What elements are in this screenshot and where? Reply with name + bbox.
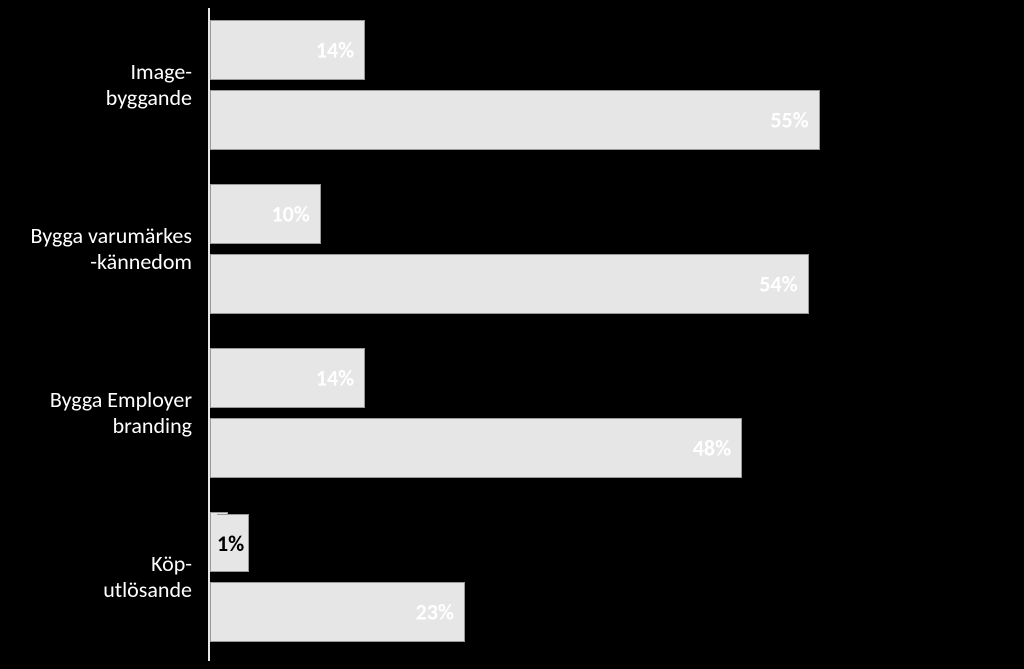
category-label-line: Bygga varumärkes [0,223,192,249]
bar: 48% [210,418,742,478]
bar: 14% [210,348,365,408]
horizontal-bar-chart: 14% 55% Image-byggande 10% 54% Bygga varumärk… [0,0,1024,669]
bar: 10% [210,184,321,244]
category-label: Köp-utlösande [0,551,192,604]
bar-value-label: 54% [759,271,797,298]
category-label-line: Image- [0,59,192,85]
category-label-line: utlösande [0,577,192,603]
category-label-line: Köp- [0,551,192,577]
category-label: Image-byggande [0,59,192,112]
bar-value-label: 48% [693,435,731,462]
category-label-line: Bygga Employer [0,387,192,413]
category-label: Bygga varumärkes-kännedom [0,223,192,276]
bar: 14% [210,20,365,80]
bar: 55% [210,90,820,150]
category-label-line: -kännedom [0,249,192,275]
bar-value-label: 55% [770,107,808,134]
bar: 23% [210,582,465,642]
bar: 1% [210,512,228,572]
bar-value-label: 23% [416,599,454,626]
bar-value-label: 14% [316,37,354,64]
bar: 54% [210,254,809,314]
bar-value-label: 14% [316,365,354,392]
category-label-line: byggande [0,85,192,111]
bar-value-label: 10% [272,201,310,228]
category-label-line: branding [0,413,192,439]
bar-value-label: 1% [217,514,249,572]
category-label: Bygga Employerbranding [0,387,192,440]
